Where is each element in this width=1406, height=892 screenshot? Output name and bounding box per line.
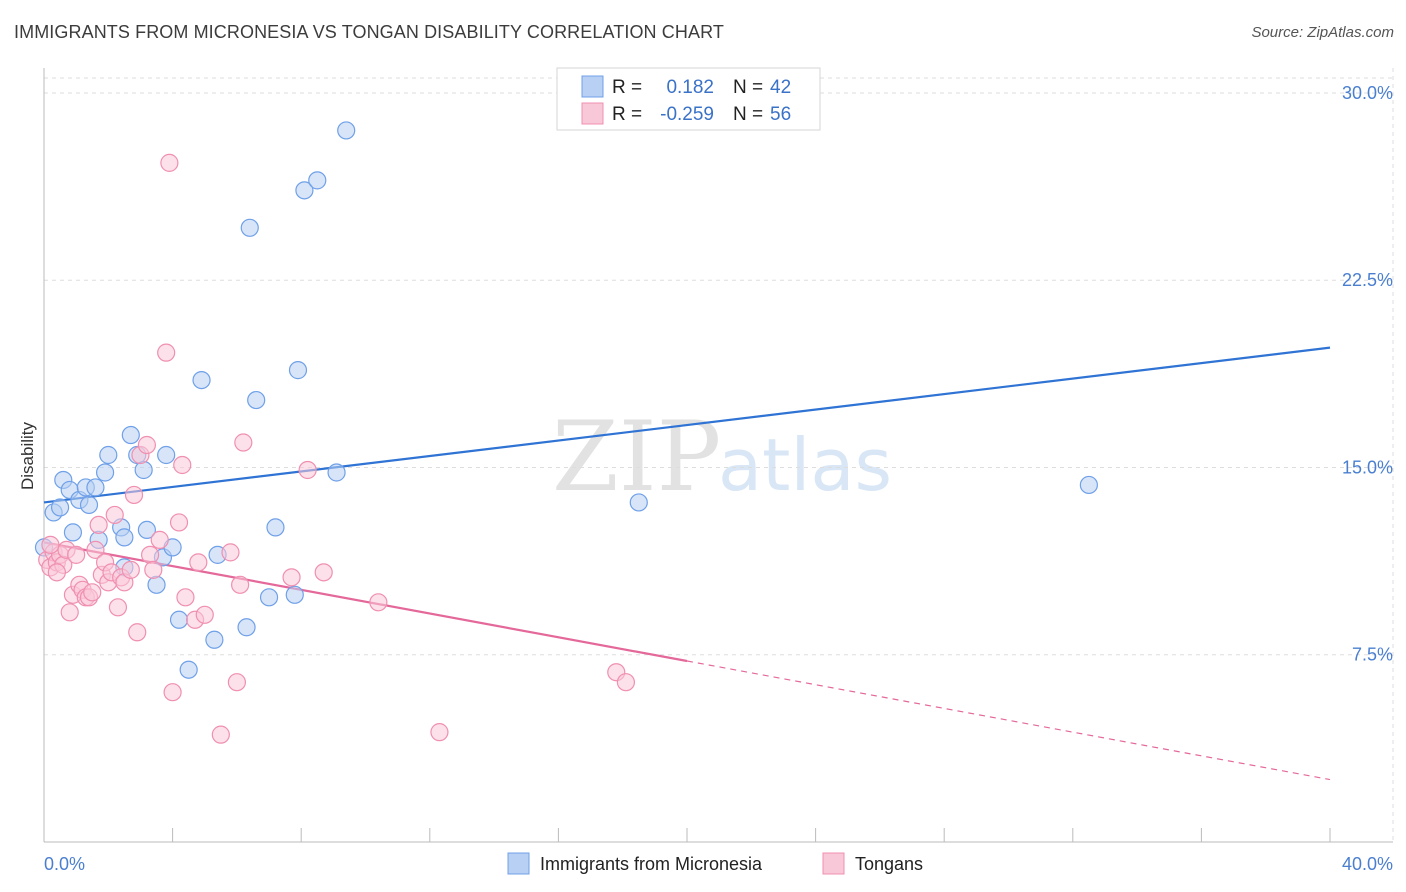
data-point-pink — [231, 575, 250, 594]
data-point-pink — [163, 683, 182, 702]
data-point-pink — [298, 460, 317, 480]
data-point-pink — [369, 593, 388, 612]
y-tick-label: 7.5% — [1352, 645, 1393, 665]
y-tick-label: 30.0% — [1342, 83, 1393, 103]
data-point-blue — [50, 498, 70, 517]
legend-r-value-blue: 0.182 — [666, 77, 714, 98]
series-legend-label-blue: Immigrants from Micronesia — [540, 854, 763, 874]
data-point-pink — [227, 673, 246, 692]
data-point-pink — [144, 560, 163, 579]
axes — [43, 68, 1393, 843]
legend-r-label-blue: R = — [612, 77, 642, 98]
legend-n-label-blue: N = — [733, 77, 763, 98]
data-point-pink — [157, 343, 176, 362]
source-credit: Source: ZipAtlas.com — [1251, 24, 1394, 41]
watermark-atlas: atlas — [718, 423, 892, 507]
data-point-blue — [137, 520, 156, 540]
legend-n-value-pink: 56 — [770, 104, 791, 125]
legend-n-label-pink: N = — [733, 104, 763, 125]
data-point-pink — [137, 435, 156, 455]
trend-line-blue — [43, 346, 1331, 504]
data-point-blue — [179, 660, 198, 679]
data-point-pink — [176, 588, 195, 607]
data-point-pink — [282, 568, 301, 587]
data-point-pink — [47, 563, 66, 582]
data-point-blue — [134, 460, 153, 480]
data-point-pink — [173, 455, 192, 475]
data-point-pink — [108, 598, 128, 617]
data-point-blue — [285, 585, 304, 604]
data-point-blue — [240, 218, 259, 237]
data-point-pink — [121, 560, 140, 579]
legend-r-value-pink: -0.259 — [660, 104, 714, 125]
data-point-blue — [247, 390, 266, 410]
data-point-blue — [115, 528, 134, 547]
y-axis-label: Disability — [18, 421, 37, 490]
stats-legend: R = 0.182 N = 42 R = -0.259 N = 56 — [556, 67, 821, 131]
series-legend: Immigrants from Micronesia Tongans — [507, 852, 923, 875]
data-point-pink — [67, 545, 86, 564]
data-points — [34, 121, 1098, 744]
y-tick-labels: 7.5% 15.0% 22.5% 30.0% — [1342, 83, 1393, 665]
data-point-pink — [160, 153, 179, 172]
x-tick-label-max: 40.0% — [1342, 854, 1393, 874]
legend-n-value-blue: 42 — [770, 77, 791, 98]
data-point-pink — [430, 723, 449, 742]
data-point-pink — [169, 513, 189, 532]
trend-line-extension-pink — [686, 660, 1331, 781]
data-point-pink — [105, 505, 124, 525]
data-point-pink — [150, 530, 169, 549]
data-point-pink — [128, 623, 147, 642]
data-point-blue — [95, 463, 115, 482]
data-point-pink — [140, 545, 160, 564]
series-legend-label-pink: Tongans — [855, 854, 923, 874]
series-legend-swatch-blue — [507, 852, 530, 875]
watermark: ZIP atlas — [552, 401, 892, 513]
data-point-pink — [86, 540, 105, 559]
data-point-blue — [169, 610, 189, 629]
legend-swatch-blue — [581, 75, 604, 98]
trend-line-pink — [43, 541, 688, 663]
data-point-blue — [308, 171, 327, 190]
data-point-blue — [288, 361, 308, 380]
data-point-blue — [205, 630, 224, 649]
chart-title: IMMIGRANTS FROM MICRONESIA VS TONGAN DIS… — [14, 22, 724, 42]
data-point-blue — [157, 445, 176, 465]
data-point-pink — [616, 673, 636, 692]
data-point-blue — [337, 121, 356, 140]
data-point-blue — [1079, 475, 1098, 495]
data-point-blue — [266, 518, 285, 537]
data-point-pink — [314, 563, 333, 582]
data-point-blue — [327, 463, 346, 482]
data-point-pink — [221, 543, 240, 562]
data-point-pink — [195, 605, 214, 624]
data-point-blue — [86, 478, 105, 497]
data-point-pink — [211, 725, 230, 744]
legend-r-label-pink: R = — [612, 104, 642, 125]
data-point-blue — [192, 370, 211, 390]
data-point-pink — [89, 515, 108, 535]
data-point-blue — [259, 588, 279, 607]
y-tick-label: 15.0% — [1342, 457, 1393, 477]
data-point-pink — [189, 553, 208, 572]
data-point-blue — [99, 445, 118, 465]
data-point-pink — [60, 603, 79, 622]
series-legend-swatch-pink — [822, 852, 845, 875]
data-point-blue — [79, 495, 99, 515]
data-point-blue — [237, 618, 256, 637]
data-point-blue — [121, 425, 140, 445]
data-point-pink — [234, 433, 253, 452]
data-point-blue — [295, 181, 314, 200]
data-point-pink — [83, 583, 102, 602]
x-tick-label-min: 0.0% — [44, 854, 85, 874]
data-point-blue — [63, 523, 83, 542]
data-point-blue — [629, 493, 648, 512]
legend-swatch-pink — [581, 102, 604, 125]
data-point-blue — [147, 575, 166, 594]
data-point-pink — [41, 535, 60, 554]
y-tick-label: 22.5% — [1342, 270, 1393, 290]
data-point-pink — [124, 485, 144, 505]
